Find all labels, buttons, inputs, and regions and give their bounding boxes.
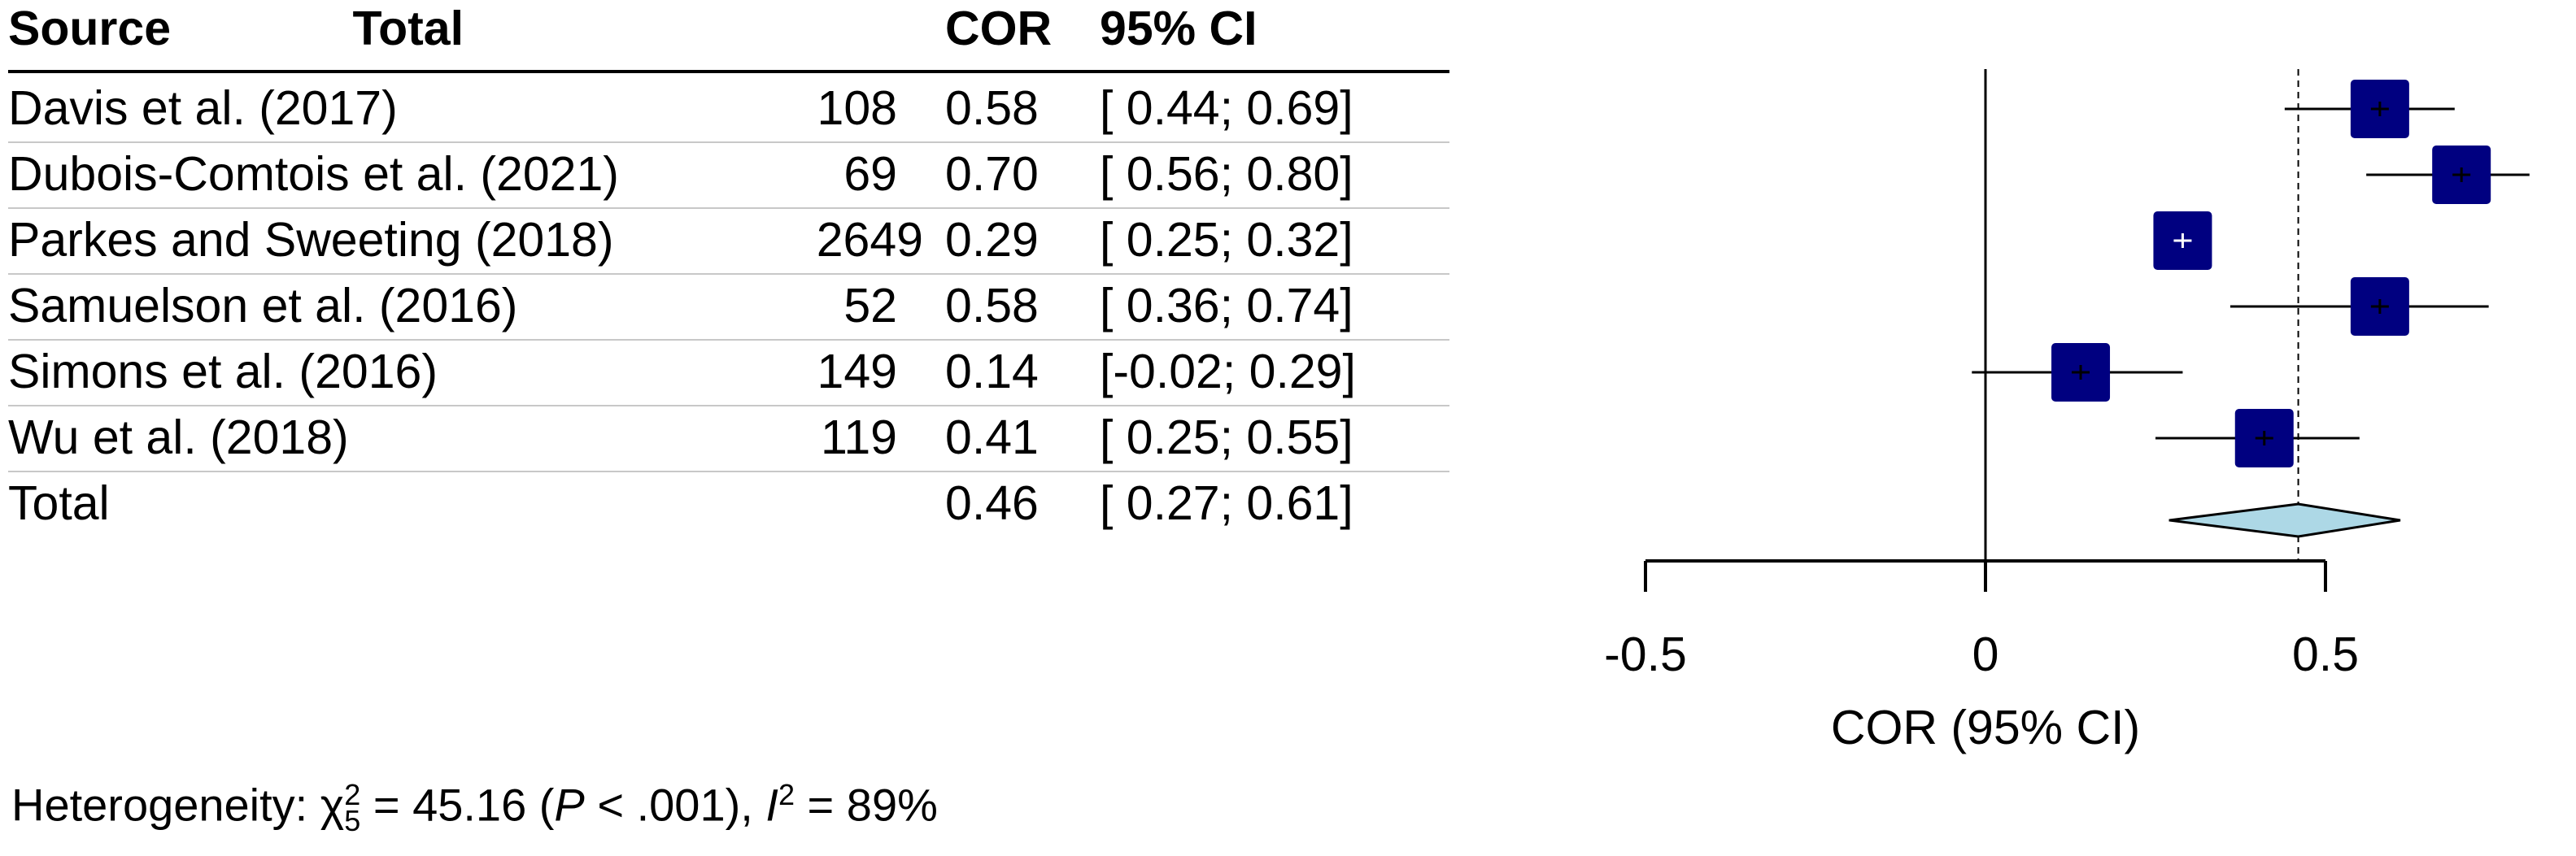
row-ci: [ 0.36; 0.74]	[1100, 279, 1353, 332]
row-ci: [-0.02; 0.29]	[1100, 345, 1356, 398]
row-ci: [ 0.25; 0.55]	[1100, 411, 1353, 464]
row-divider	[8, 339, 1449, 341]
header-total: Total	[352, 2, 464, 55]
row-total: 69	[843, 147, 897, 201]
row-cor: 0.58	[945, 81, 1039, 135]
row-source: Davis et al. (2017)	[8, 81, 398, 135]
chi-power: 2	[344, 778, 361, 811]
i-power: 2	[778, 778, 795, 811]
row-cor: 0.41	[945, 411, 1039, 464]
total-row-cor: 0.46	[945, 476, 1039, 530]
total-row-source: Total	[8, 476, 110, 530]
chi-symbol: χ	[320, 779, 345, 831]
row-divider	[8, 207, 1449, 209]
row-divider	[8, 273, 1449, 275]
total-row-ci: [ 0.27; 0.61]	[1100, 476, 1353, 530]
row-source: Simons et al. (2016)	[8, 345, 438, 398]
row-total: 52	[843, 279, 897, 332]
row-ci: [ 0.56; 0.80]	[1100, 147, 1353, 201]
row-divider	[8, 405, 1449, 406]
row-divider	[8, 141, 1449, 143]
row-source: Samuelson et al. (2016)	[8, 279, 518, 332]
i-value: = 89%	[807, 779, 938, 831]
header-ci: 95% CI	[1100, 2, 1257, 55]
header-source: Source	[8, 2, 172, 55]
heterogeneity-label: Heterogeneity:	[11, 779, 308, 831]
header-rule	[8, 70, 1449, 73]
x-tick-label: 0	[1972, 628, 1999, 681]
row-ci: [ 0.44; 0.69]	[1100, 81, 1353, 135]
x-tick-label: 0.5	[2292, 628, 2359, 681]
chi-value: = 45.16 (	[373, 779, 555, 831]
x-axis-label: COR (95% CI)	[1831, 701, 2140, 754]
row-source: Parkes and Sweeting (2018)	[8, 213, 614, 267]
row-total: 149	[817, 345, 897, 398]
p-symbol: P	[554, 779, 585, 831]
p-value: < .001),	[584, 779, 753, 831]
x-tick-label: -0.5	[1604, 628, 1687, 681]
summary-diamond	[2168, 502, 2401, 538]
row-cor: 0.58	[945, 279, 1039, 332]
row-total: 2649	[816, 213, 923, 267]
row-cor: 0.14	[945, 345, 1039, 398]
header-cor: COR	[945, 2, 1053, 55]
row-divider	[8, 471, 1449, 472]
row-source: Wu et al. (2018)	[8, 411, 349, 464]
row-cor: 0.70	[945, 147, 1039, 201]
forest-plot-marks: -0.5 0 0.5	[1604, 69, 2530, 681]
row-total: 119	[820, 411, 897, 464]
row-total: 108	[817, 81, 897, 135]
heterogeneity-text: Heterogeneity: χ52 = 45.16 (P < .001), I…	[11, 780, 938, 836]
chi-df: 5	[344, 803, 361, 837]
row-source: Dubois-Comtois et al. (2021)	[8, 147, 619, 201]
row-ci: [ 0.25; 0.32]	[1100, 213, 1353, 267]
i-symbol: I	[765, 779, 778, 831]
row-cor: 0.29	[945, 213, 1039, 267]
